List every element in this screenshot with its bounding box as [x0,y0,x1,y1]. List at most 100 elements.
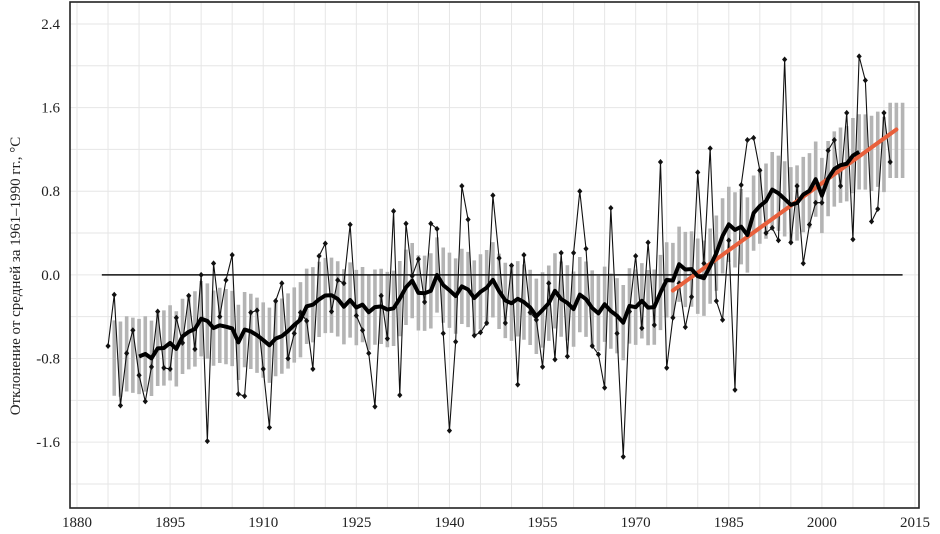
data-point-marker [229,252,235,258]
y-tick-label: 0.0 [41,268,60,284]
data-point-marker [887,158,893,165]
data-point-marker [719,316,726,323]
data-point-marker [732,386,738,393]
data-point-marker [800,260,806,267]
data-point-marker [372,403,378,410]
data-point-marker [471,332,477,339]
data-point-marker [633,253,639,260]
x-axis-ticks: 1880 1895 1910 1925 1940 1955 1970 1985 2000 2015 [62,515,930,531]
data-point-marker [266,424,273,431]
data-point-marker [477,329,484,336]
data-point-marker [701,260,707,267]
data-point-marker [595,351,602,358]
x-tick-label: 1925 [341,515,371,531]
y-tick-label: -1.6 [36,435,60,451]
data-point-marker [490,192,496,199]
data-point-marker [738,181,744,188]
data-point-marker [366,350,372,357]
data-point-marker [502,319,508,326]
data-point-marker [459,183,465,189]
data-point-marker [273,298,279,304]
data-point-marker [136,372,142,379]
data-point-marker [875,206,881,212]
data-point-marker [254,307,260,314]
x-tick-label: 1940 [434,515,464,531]
data-point-marker [775,237,782,244]
data-point-marker [390,208,397,215]
x-tick-label: 1910 [248,515,278,531]
data-point-marker [782,56,788,63]
data-point-marker [384,335,390,342]
y-axis-label: Отклонение от средней за 1961–1990 гг., … [8,137,24,416]
data-point-marker [217,313,223,320]
data-point-marker [496,255,502,262]
data-point-marker [515,381,521,388]
data-point-marker [242,393,248,400]
data-point-marker [124,350,130,357]
data-point-marker [620,453,626,460]
data-point-marker [763,230,769,237]
data-point-marker [198,271,204,278]
y-tick-label: 2.4 [41,17,60,33]
data-point-marker [862,77,868,84]
data-point-marker [558,249,564,256]
data-point-marker [577,188,583,195]
data-point-marker [210,260,217,267]
data-point-marker [111,291,117,298]
data-point-marker [813,199,819,206]
data-point-marker [434,225,440,232]
data-point-marker [521,252,527,258]
data-point-marker [142,398,148,405]
data-point-marker [186,292,192,299]
data-point-marker [285,355,291,362]
data-point-marker [341,280,347,287]
data-point-marker [347,221,353,228]
data-point-marker [310,365,316,372]
data-point-marker [657,158,664,165]
data-point-marker [279,280,285,287]
data-point-marker [335,277,341,284]
plot-frame [69,1,920,509]
data-point-marker [645,239,651,246]
data-point-marker [639,325,645,332]
data-point-marker [695,169,701,176]
data-point-marker [359,327,366,334]
data-point-marker [564,353,570,360]
data-point-marker [744,137,750,143]
data-point-marker [291,330,297,337]
data-point-marker [328,308,335,315]
data-point-marker [614,330,620,337]
data-point-marker [552,356,558,363]
data-point-marker [819,199,825,206]
data-point-marker [664,364,670,371]
data-point-marker [688,293,695,300]
data-point-marker [322,240,328,247]
y-tick-label: -0.8 [36,352,60,368]
y-tick-label: 0.8 [41,184,60,200]
data-point-marker [397,392,403,399]
x-tick-label: 2000 [807,515,837,531]
data-point-marker [707,145,713,152]
x-tick-label: 1895 [155,515,185,531]
data-point-marker [794,183,800,189]
data-point-marker [148,363,155,370]
data-point-marker [422,299,428,306]
data-point-marker [881,109,887,116]
data-point-marker [415,256,422,263]
x-tick-label: 2015 [900,515,930,531]
data-point-marker [769,224,775,231]
data-point-marker [825,147,831,154]
x-tick-label: 1880 [62,515,92,531]
data-point-marker [446,427,453,434]
smoothed-line [138,150,861,361]
data-point-marker [757,167,763,174]
data-point-marker [589,342,595,349]
data-point-marker [856,53,862,60]
data-point-marker [570,249,577,256]
data-point-marker [440,330,446,337]
x-tick-label: 1955 [528,515,558,531]
annual-series [105,53,893,460]
data-point-marker [161,364,167,371]
data-point-marker [378,292,384,299]
